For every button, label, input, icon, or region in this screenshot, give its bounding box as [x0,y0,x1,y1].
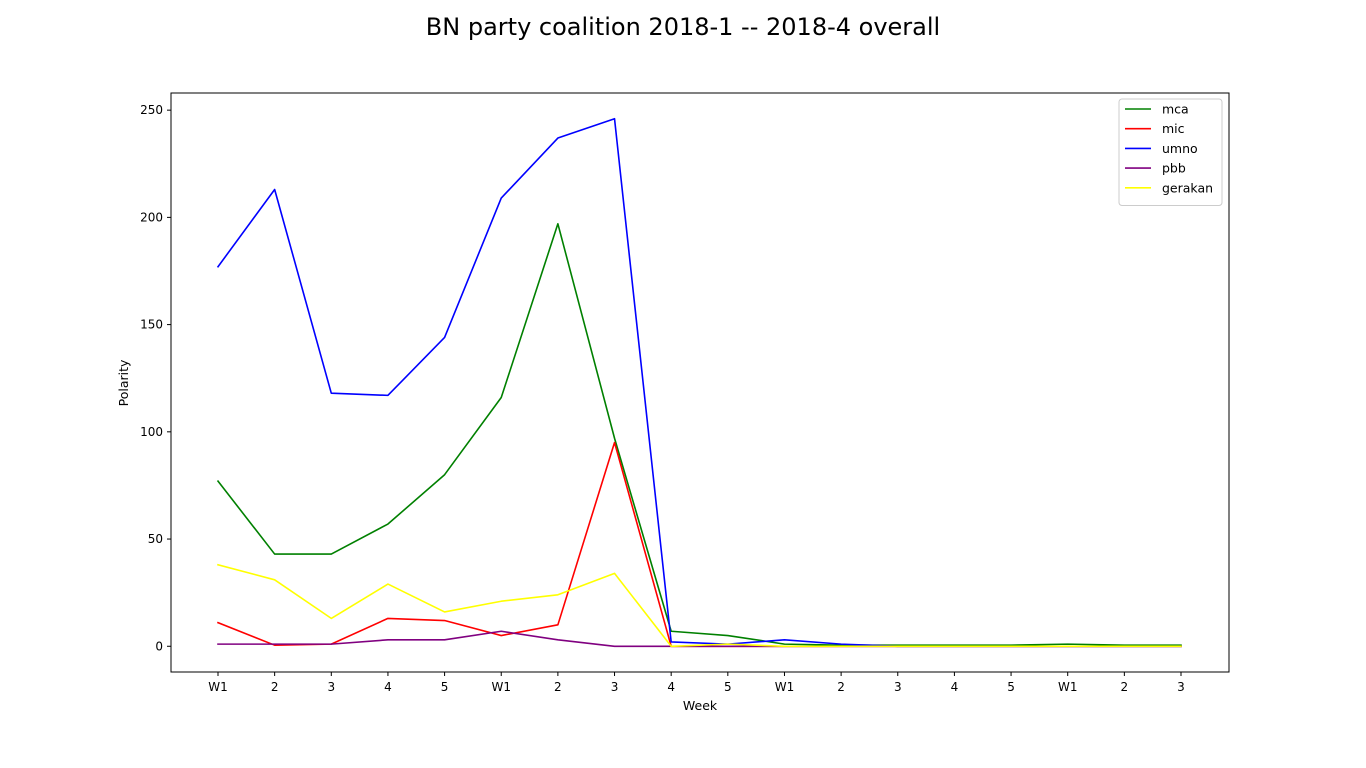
legend-box [1118,98,1223,206]
legend-label-mic: mic [1162,121,1185,136]
x-tick-label: 3 [611,680,619,694]
y-tick-label: 200 [140,210,163,224]
y-tick-label: 150 [140,318,163,332]
x-tick-label: 2 [271,680,279,694]
x-tick-label: 5 [1007,680,1015,694]
x-tick-label: W1 [775,680,795,694]
x-axis: W1 2 3 4 5 W1 2 3 4 5 W1 2 3 4 5 W1 2 3 [208,672,1185,694]
chart-title: BN party coalition 2018-1 -- 2018-4 over… [426,13,940,41]
x-tick-label: 3 [327,680,335,694]
series-line-gerakan [217,563,1182,648]
legend-label-gerakan: gerakan [1162,180,1213,195]
x-tick-label: 5 [724,680,732,694]
series-line-umno [216,117,1182,648]
x-tick-label: 4 [384,680,392,694]
y-axis: 0 50 100 150 200 250 [140,103,171,653]
x-tick-label: 3 [894,680,902,694]
plot-lines [216,117,1182,648]
x-axis-label: Week [683,698,718,713]
legend-label-umno: umno [1162,141,1198,156]
legend-label-pbb: pbb [1162,161,1186,176]
legend-label-mca: mca [1162,102,1189,117]
legend: mca mic umno pbb gerakan [1118,98,1223,206]
x-tick-label: 2 [837,680,845,694]
plot-frame [170,92,1230,673]
x-tick-label: 2 [554,680,562,694]
y-tick-label: 0 [155,639,163,653]
x-tick-label: 5 [441,680,449,694]
series-line-mic [216,441,1182,648]
x-tick-label: 3 [1177,680,1185,694]
x-tick-label: 4 [667,680,675,694]
x-tick-label: 4 [951,680,959,694]
x-tick-label: W1 [208,680,228,694]
x-tick-label: 2 [1121,680,1129,694]
series-line-mca [216,223,1182,646]
y-tick-label: 100 [140,425,163,439]
y-axis-label: Polarity [116,359,131,406]
x-tick-label: W1 [1058,680,1078,694]
y-tick-label: 250 [140,103,163,117]
x-tick-label: W1 [491,680,511,694]
y-tick-label: 50 [148,532,163,546]
